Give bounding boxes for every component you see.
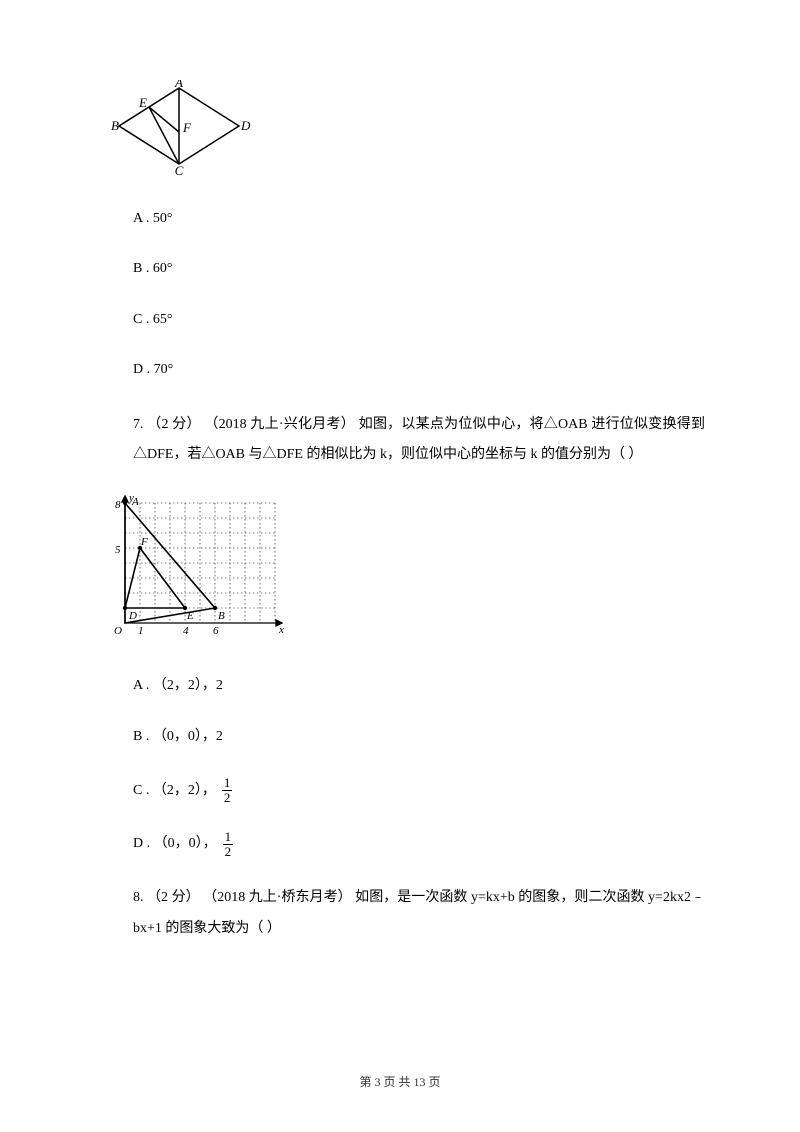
- q7-option-b: B . （0，0），2: [133, 726, 705, 748]
- svg-text:B: B: [218, 610, 225, 622]
- svg-text:D: D: [240, 118, 251, 133]
- svg-text:5: 5: [115, 544, 121, 556]
- q7-option-d: D . （0，0）， 1 2: [133, 830, 705, 860]
- svg-text:C: C: [175, 163, 184, 175]
- svg-text:E: E: [138, 95, 147, 110]
- svg-text:B: B: [111, 118, 119, 133]
- fraction-icon: 1 2: [222, 776, 233, 806]
- q7-text: 7. （2 分） （2018 九上·兴化月考） 如图，以某点为位似中心，将△OA…: [133, 410, 705, 472]
- q7-option-c: C . （2，2）， 1 2: [133, 776, 705, 806]
- svg-text:F: F: [140, 536, 148, 548]
- svg-text:O: O: [114, 625, 122, 637]
- svg-text:A: A: [131, 496, 139, 508]
- svg-text:E: E: [186, 610, 194, 622]
- q7-d-prefix: D . （0，0），: [133, 837, 217, 851]
- q7-option-a: A . （2，2），2: [133, 675, 705, 697]
- q8-text: 8. （2 分） （2018 九上·桥东月考） 如图，是一次函数 y=kx+b …: [133, 883, 705, 945]
- q7-c-prefix: C . （2，2），: [133, 784, 216, 798]
- fraction-icon: 1 2: [223, 830, 234, 860]
- svg-text:F: F: [182, 120, 192, 135]
- grid-x-label: x: [278, 624, 284, 636]
- svg-text:6: 6: [213, 625, 219, 637]
- svg-text:D: D: [128, 610, 137, 622]
- grid-figure: y A x O 8 5 1 4 6 D F E B: [107, 491, 705, 651]
- svg-text:1: 1: [138, 625, 144, 637]
- rhombus-figure: A B C D E F: [107, 80, 705, 180]
- svg-text:8: 8: [115, 499, 121, 511]
- q6-option-b: B . 60°: [133, 258, 705, 280]
- q6-option-c: C . 65°: [133, 309, 705, 331]
- page-footer: 第 3 页 共 13 页: [0, 1073, 800, 1090]
- svg-text:4: 4: [183, 625, 189, 637]
- svg-text:A: A: [174, 80, 183, 90]
- q6-option-d: D . 70°: [133, 359, 705, 381]
- q6-option-a: A . 50°: [133, 208, 705, 230]
